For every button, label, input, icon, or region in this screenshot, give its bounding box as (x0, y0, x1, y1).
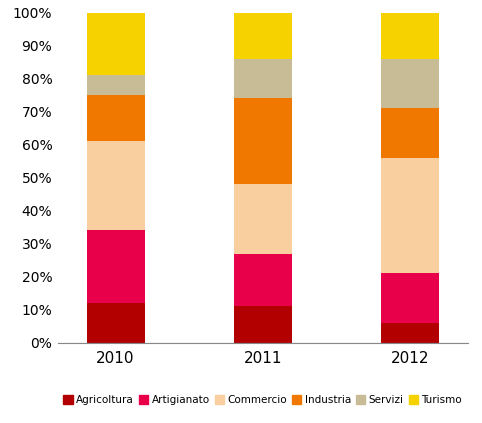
Bar (87, 95, 145, 141)
Bar (234, 99, 292, 184)
Bar (381, 273, 439, 323)
Bar (87, 303, 145, 343)
Bar (234, 13, 292, 59)
Bar (234, 253, 292, 306)
Bar (234, 184, 292, 253)
Bar (381, 108, 439, 158)
Bar (87, 231, 145, 303)
Bar (87, 13, 145, 75)
Bar (234, 306, 292, 343)
Bar (381, 323, 439, 343)
Legend: Agricoltura, Artigianato, Commercio, Industria, Servizi, Turismo: Agricoltura, Artigianato, Commercio, Ind… (59, 391, 466, 409)
Bar (381, 158, 439, 273)
Bar (87, 75, 145, 95)
Bar (234, 59, 292, 99)
Bar (381, 59, 439, 108)
Bar (87, 141, 145, 231)
Bar (381, 13, 439, 59)
